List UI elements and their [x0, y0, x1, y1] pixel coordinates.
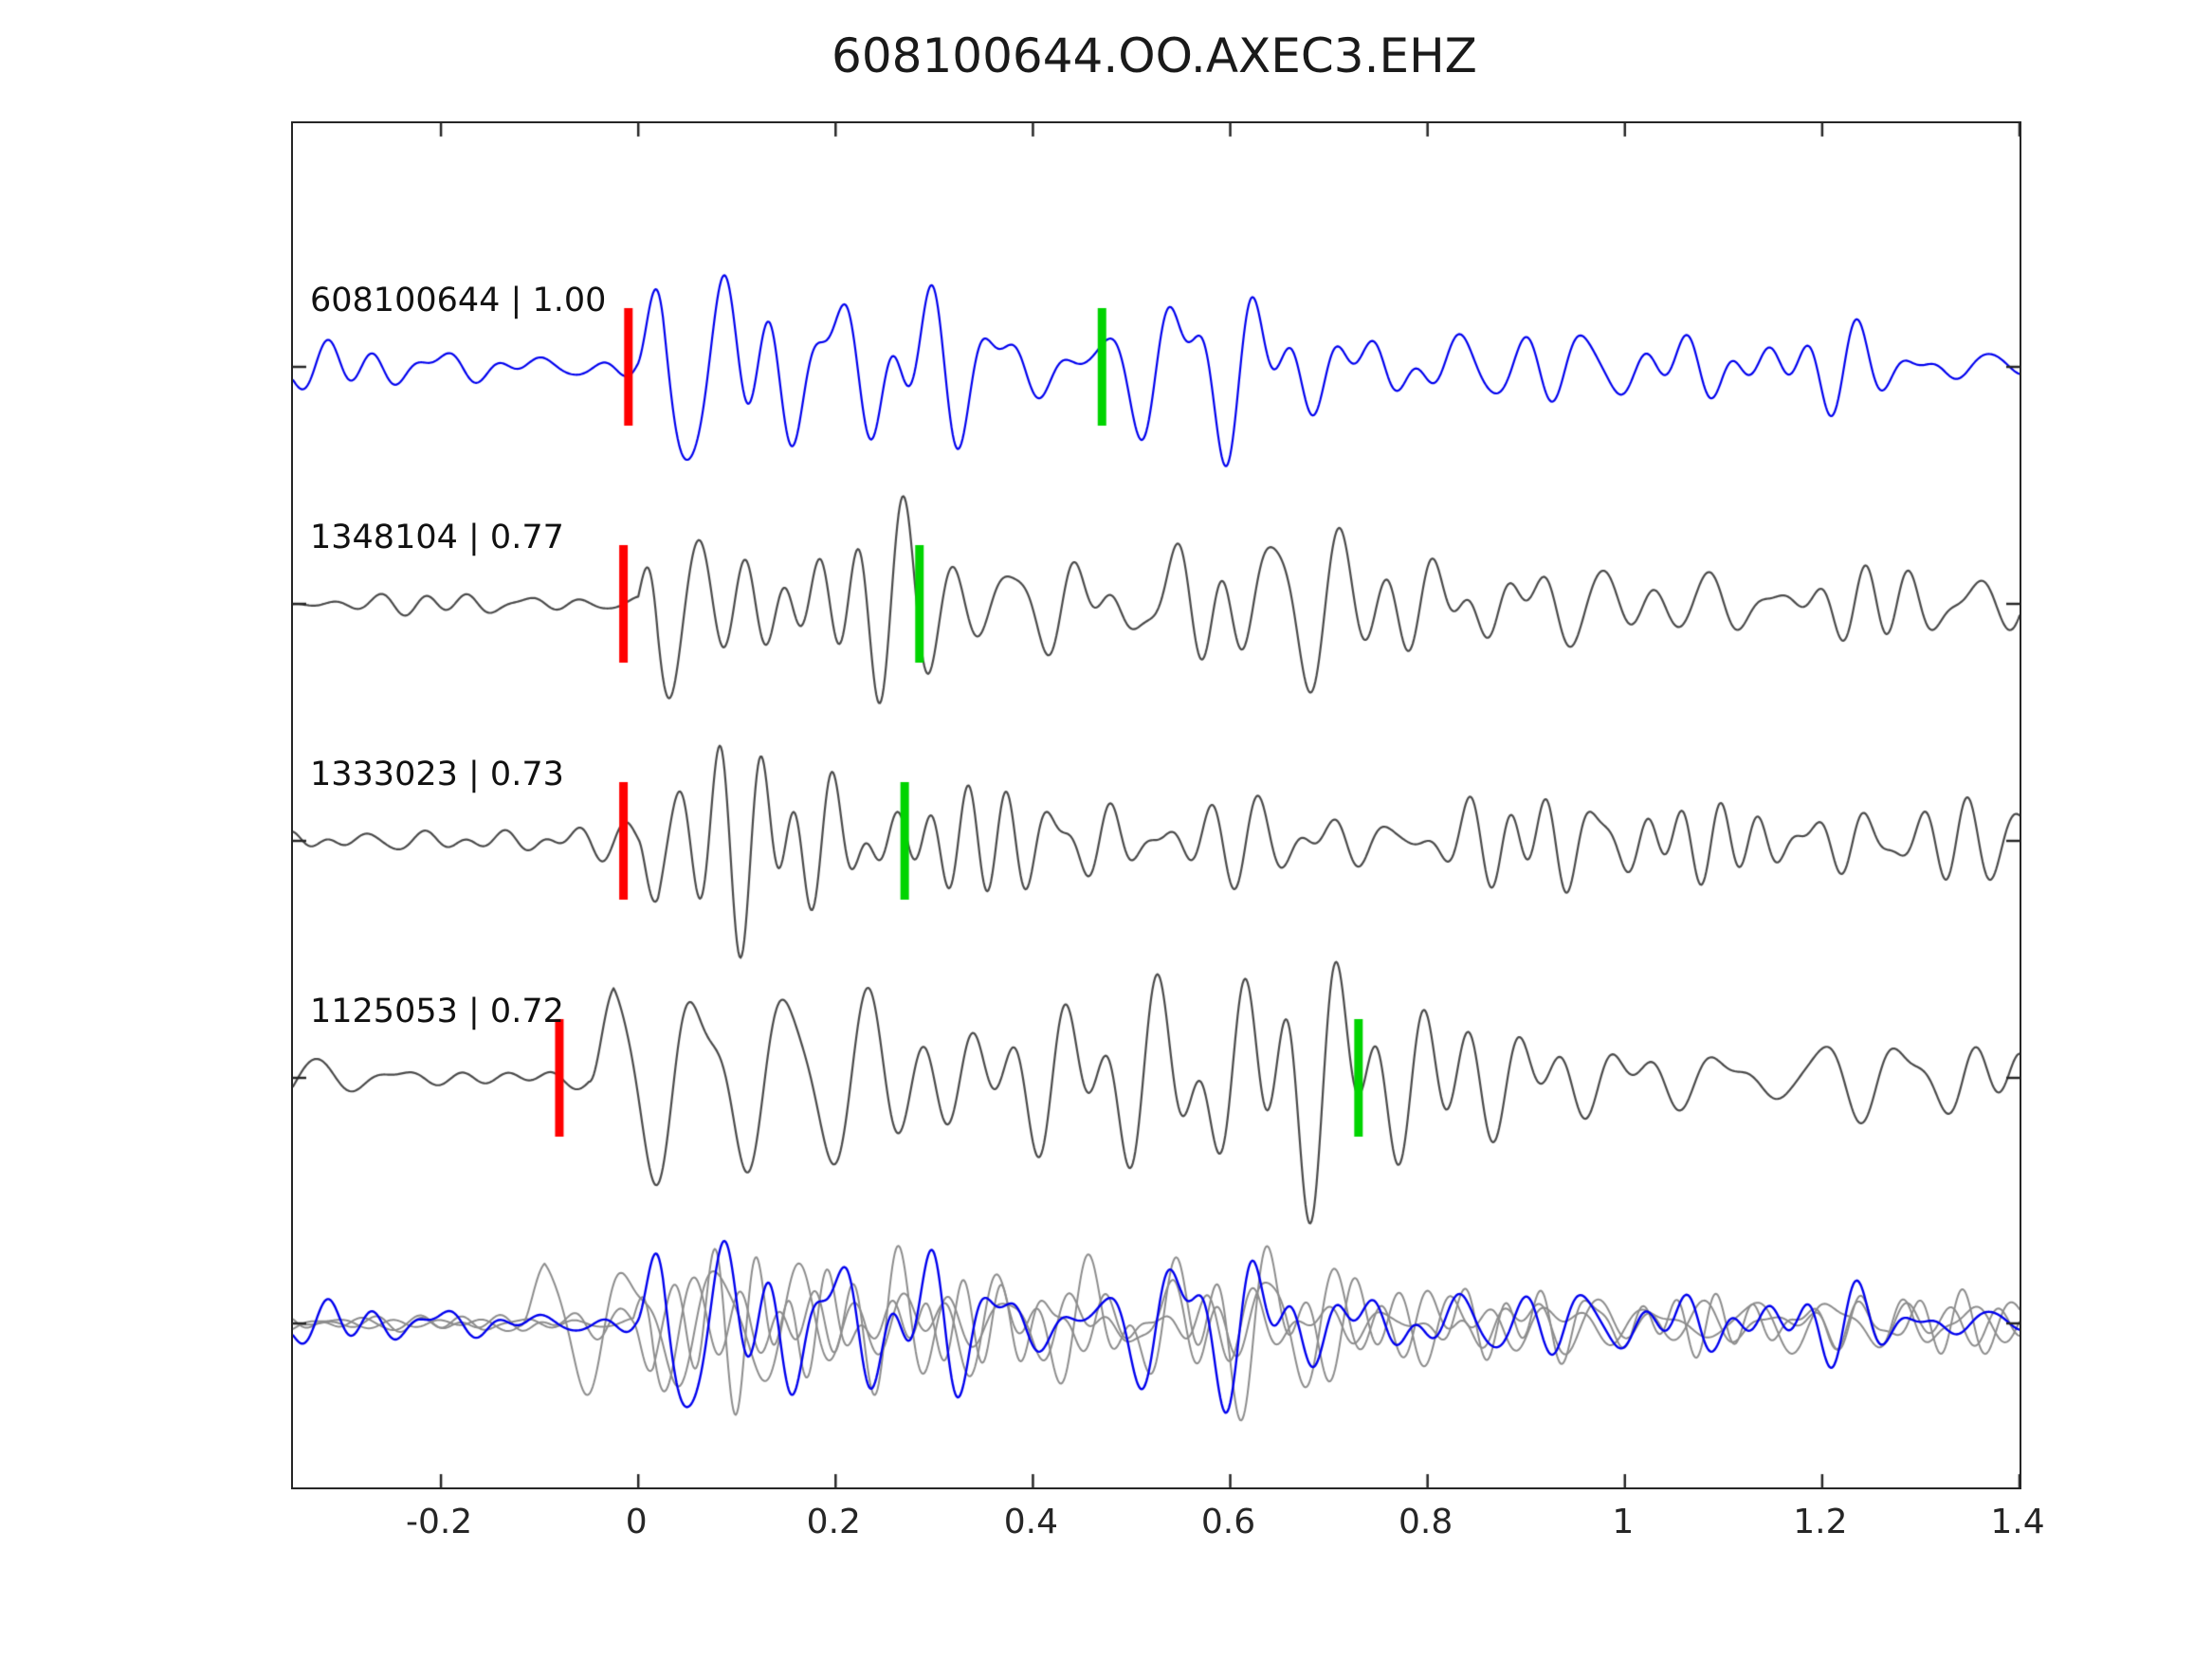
- trace-label-1348104: 1348104 | 0.77: [310, 519, 564, 556]
- x-tick-label: 1.4: [1990, 1503, 2045, 1541]
- waveform-canvas: [293, 123, 2020, 1487]
- trace-label-608100644: 608100644 | 1.00: [310, 282, 607, 319]
- x-tick-label: 0.2: [806, 1503, 861, 1541]
- trace-label-1125053: 1125053 | 0.72: [310, 993, 564, 1030]
- x-tick-label: 1.2: [1793, 1503, 1848, 1541]
- x-tick-label: 1: [1612, 1503, 1635, 1541]
- x-tick-label: 0: [625, 1503, 648, 1541]
- x-tick-label: 0.4: [1003, 1503, 1059, 1541]
- x-tick-label: -0.2: [405, 1503, 473, 1541]
- x-tick-label: 0.8: [1398, 1503, 1453, 1541]
- plot-area: [291, 121, 2021, 1489]
- trace-label-1333023: 1333023 | 0.73: [310, 756, 564, 793]
- chart-title: 608100644.OO.AXEC3.EHZ: [832, 28, 1477, 83]
- x-tick-label: 0.6: [1200, 1503, 1256, 1541]
